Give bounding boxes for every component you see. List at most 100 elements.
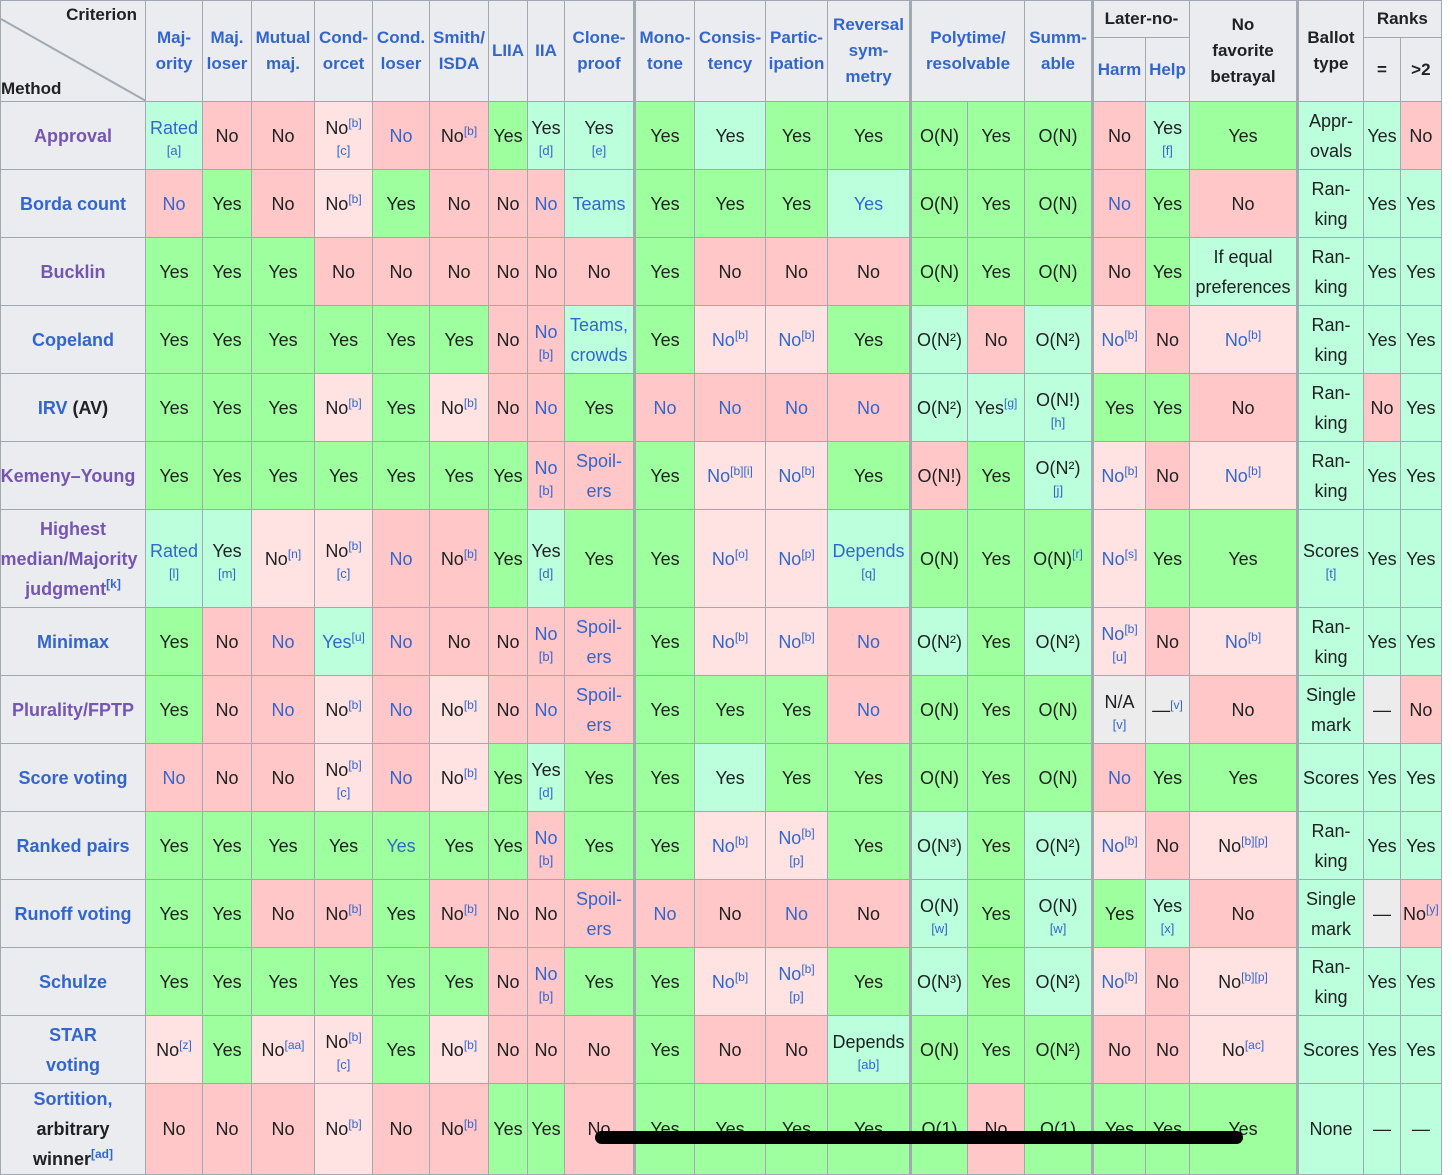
footnote-ref[interactable]: [b] — [734, 327, 749, 342]
footnote-ref[interactable]: [u] — [351, 629, 365, 644]
header-smith-isda[interactable]: Smith/ISDA — [429, 0, 489, 102]
footnote-ref[interactable]: [ab] — [857, 1056, 880, 1072]
footnote-ref[interactable]: [r] — [1072, 546, 1083, 561]
footnote-ref[interactable]: [aa] — [284, 1037, 305, 1052]
footnote-ref[interactable]: [b] — [538, 648, 554, 664]
footnote-ref[interactable]: [b] — [734, 629, 749, 644]
header-liia[interactable]: LIIA — [488, 0, 528, 102]
footnote-ref[interactable]: [y] — [1426, 901, 1439, 916]
footnote-ref[interactable]: [b][p] — [1241, 969, 1268, 984]
header-cond-loser[interactable]: Cond. loser — [372, 0, 430, 102]
header-consistency[interactable]: Consis-tency — [694, 0, 766, 102]
method-highest-median-majority-judgment[interactable]: Highest median/Majority judgment[k] — [0, 509, 146, 608]
footnote-ref[interactable]: [t] — [1325, 565, 1337, 581]
method-minimax[interactable]: Minimax — [0, 607, 146, 676]
header-polytime-resolvable[interactable]: Polytime/resolvable — [909, 0, 1025, 102]
footnote-ref[interactable]: [o] — [734, 546, 749, 561]
header-iia[interactable]: IIA — [527, 0, 565, 102]
footnote-ref[interactable]: [b] — [463, 395, 478, 410]
footnote-ref[interactable]: [q] — [861, 565, 876, 581]
footnote-ref[interactable]: [z] — [179, 1037, 192, 1052]
footnote-ref[interactable]: [b] — [348, 191, 362, 206]
footnote-ref[interactable]: [b][p] — [1241, 833, 1268, 848]
method-star-voting[interactable]: STAR voting — [0, 1015, 146, 1084]
header-harm[interactable]: Harm — [1091, 37, 1146, 102]
footnote-ref[interactable]: [p] — [789, 988, 804, 1004]
footnote-ref[interactable]: [m] — [217, 565, 237, 581]
method-ranked-pairs[interactable]: Ranked pairs — [0, 811, 146, 880]
header-mutual-maj[interactable]: Mutual maj. — [251, 0, 315, 102]
method-runoff-voting[interactable]: Runoff voting — [0, 879, 146, 948]
footnote-ref[interactable]: [b] — [348, 1117, 362, 1131]
footnote-ref[interactable]: [b] — [734, 833, 749, 848]
footnote-ref[interactable]: [b] — [734, 969, 749, 984]
footnote-ref[interactable]: [b] — [801, 327, 815, 342]
footnote-ref[interactable]: [b] — [538, 482, 554, 498]
header-condorcet[interactable]: Cond-orcet — [314, 0, 373, 102]
footnote-ref[interactable]: [b] — [1247, 327, 1262, 342]
footnote-ref[interactable]: [w] — [931, 920, 948, 936]
footnote-ref[interactable]: [b] — [1124, 621, 1138, 636]
footnote-ref[interactable]: [b] — [348, 901, 362, 916]
footnote-ref[interactable]: [d] — [538, 784, 554, 800]
header-monotone[interactable]: Mono-tone — [633, 0, 695, 102]
header-participation[interactable]: Partic-ipation — [765, 0, 828, 102]
footnote-ref[interactable]: [b] — [1247, 629, 1262, 644]
footnote-ref[interactable]: [b] — [463, 1037, 478, 1052]
footnote-ref[interactable]: [b] — [348, 697, 362, 712]
footnote-ref[interactable]: [x] — [1160, 920, 1175, 936]
method-bucklin[interactable]: Bucklin — [0, 237, 146, 306]
header-majority[interactable]: Maj-ority — [145, 0, 203, 102]
footnote-ref[interactable]: [b] — [801, 463, 815, 478]
footnote-ref[interactable]: [b][i] — [730, 463, 753, 478]
header-help[interactable]: Help — [1145, 37, 1190, 102]
footnote-ref[interactable]: [l] — [168, 565, 180, 581]
method-borda-count[interactable]: Borda count — [0, 169, 146, 238]
footnote-ref[interactable]: [b] — [348, 538, 362, 553]
footnote-ref[interactable]: [p] — [789, 852, 804, 868]
footnote-ref[interactable]: [b] — [348, 757, 362, 772]
footnote-ref[interactable]: [b] — [538, 988, 554, 1004]
header-clone-proof[interactable]: Clone-proof — [564, 0, 635, 102]
footnote-ref[interactable]: [b] — [801, 961, 815, 976]
footnote-ref[interactable]: [g] — [1004, 395, 1018, 410]
footnote-ref[interactable]: [b] — [463, 765, 478, 780]
footnote-ref[interactable]: [b] — [463, 123, 478, 138]
footnote-ref[interactable]: [b] — [801, 629, 815, 644]
footnote-ref[interactable]: [s] — [1124, 546, 1138, 561]
footnote-ref[interactable]: [b] — [1124, 833, 1138, 848]
footnote-ref[interactable]: [w] — [1049, 920, 1067, 936]
footnote-ref[interactable]: [c] — [336, 784, 351, 800]
footnote-ref[interactable]: [p] — [801, 546, 815, 561]
header-summable[interactable]: Summ-able — [1024, 0, 1093, 102]
footnote-ref[interactable]: [n] — [287, 546, 302, 561]
footnote-ref[interactable]: [j] — [1052, 482, 1064, 498]
footnote-ref[interactable]: [f] — [1162, 142, 1173, 158]
footnote-ref[interactable]: [k] — [106, 576, 121, 591]
footnote-ref[interactable]: [a] — [166, 142, 182, 158]
footnote-ref[interactable]: [v] — [1170, 697, 1183, 712]
method-kemeny-young[interactable]: Kemeny–Young — [0, 441, 146, 510]
footnote-ref[interactable]: [e] — [591, 142, 607, 158]
method-copeland[interactable]: Copeland — [0, 305, 146, 374]
footnote-ref[interactable]: [b] — [1124, 463, 1138, 478]
method-plurality-fptp[interactable]: Plurality/FPTP — [0, 675, 146, 744]
footnote-ref[interactable]: [u] — [1112, 648, 1127, 664]
footnote-ref[interactable]: [b] — [538, 346, 554, 362]
method-score-voting[interactable]: Score voting — [0, 743, 146, 812]
footnote-ref[interactable]: [h] — [1050, 414, 1066, 430]
footnote-ref[interactable]: [b] — [348, 115, 362, 130]
footnote-ref[interactable]: [b] — [1247, 463, 1262, 478]
method-irv[interactable]: IRV (AV) — [0, 373, 146, 442]
footnote-ref[interactable]: [b] — [463, 1117, 478, 1131]
footnote-ref[interactable]: [b] — [1124, 327, 1138, 342]
footnote-ref[interactable]: [b] — [538, 852, 554, 868]
footnote-ref[interactable]: [b] — [1124, 969, 1138, 984]
footnote-ref[interactable]: [b] — [463, 697, 478, 712]
footnote-ref[interactable]: [c] — [336, 565, 351, 581]
footnote-ref[interactable]: [v] — [1112, 716, 1127, 732]
method-schulze[interactable]: Schulze — [0, 947, 146, 1016]
footnote-ref[interactable]: [ac] — [1244, 1037, 1265, 1052]
footnote-ref[interactable]: [c] — [336, 142, 351, 158]
footnote-ref[interactable]: [c] — [336, 1056, 351, 1072]
